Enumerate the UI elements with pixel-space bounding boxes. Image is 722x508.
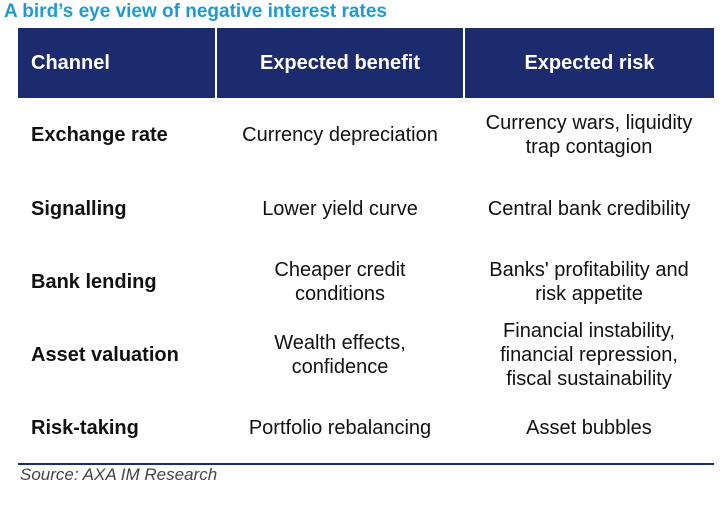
table-row: Signalling Lower yield curve Central ban… [18, 172, 714, 245]
risk-cell: Banks' profitability and risk appetite [464, 245, 714, 318]
header-row: Channel Expected benefit Expected risk [18, 28, 714, 98]
benefit-line: Cheaper credit [274, 258, 406, 281]
table-body: Exchange rate Currency depreciation Curr… [18, 98, 714, 464]
table-row: Bank lending Cheaper credit conditions B… [18, 245, 714, 318]
risk-cell: Asset bubbles [464, 391, 714, 464]
benefit-line: Portfolio rebalancing [248, 416, 432, 439]
risk-line: fiscal sustainability [506, 367, 672, 390]
benefit-cell: Portfolio rebalancing [216, 391, 464, 464]
source-note: Source: AXA IM Research [20, 465, 218, 484]
risk-line: Currency wars, liquidity [485, 112, 693, 134]
column-header-channel: Channel [18, 28, 216, 98]
risk-line: Banks' profitability and [489, 258, 689, 281]
risk-cell: Currency wars, liquidity trap contagion [464, 98, 714, 172]
benefit-line: conditions [294, 282, 386, 305]
rates-table: Channel Expected benefit Expected risk E… [18, 28, 714, 464]
benefit-cell: Lower yield curve [216, 172, 464, 245]
channel-cell: Risk-taking [31, 416, 139, 439]
benefit-line: Currency depreciation [242, 124, 438, 146]
column-header-expected-benefit: Expected benefit [215, 28, 464, 98]
chart-title: A bird’s eye view of negative interest r… [4, 1, 387, 22]
benefit-cell: Wealth effects, confidence [216, 318, 464, 391]
risk-line: risk appetite [535, 282, 643, 305]
channel-cell: Asset valuation [31, 343, 179, 366]
bottom-divider [18, 463, 714, 465]
table-header: Channel Expected benefit Expected risk [18, 28, 714, 98]
risk-line: trap contagion [525, 136, 653, 158]
risk-line: Central bank credibility [487, 197, 691, 220]
channel-cell: Signalling [31, 197, 127, 220]
channel-cell: Exchange rate [31, 124, 168, 146]
benefit-line: confidence [291, 355, 389, 378]
risk-line: financial repression, [500, 343, 678, 366]
benefit-line: Wealth effects, [274, 331, 406, 354]
benefit-line: Lower yield curve [262, 197, 418, 220]
table-row: Exchange rate Currency depreciation Curr… [18, 98, 714, 172]
table-row: Risk-taking Portfolio rebalancing Asset … [18, 391, 714, 464]
column-header-expected-risk: Expected risk [463, 28, 714, 98]
risk-line: Financial instability, [503, 319, 675, 342]
risk-line: Asset bubbles [526, 416, 652, 439]
risk-cell: Financial instability, financial repress… [464, 318, 714, 391]
risk-cell: Central bank credibility [464, 172, 714, 245]
benefit-cell: Currency depreciation [216, 98, 464, 172]
channel-cell: Bank lending [31, 270, 157, 293]
benefit-cell: Cheaper credit conditions [216, 245, 464, 318]
table-row: Asset valuation Wealth effects, confiden… [18, 318, 714, 391]
